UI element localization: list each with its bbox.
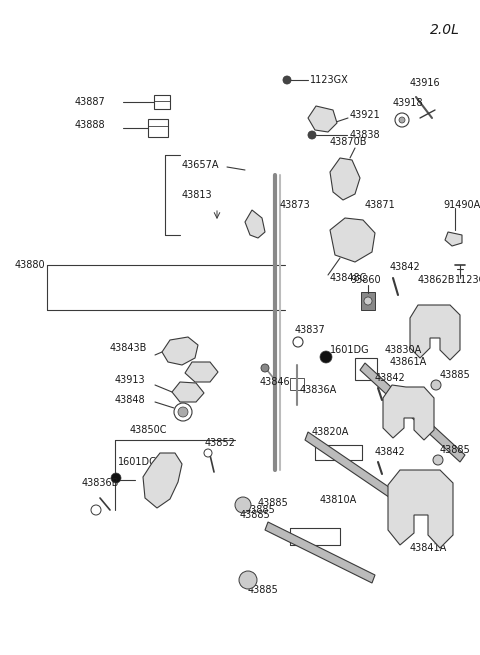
Circle shape	[364, 297, 372, 305]
Circle shape	[293, 337, 303, 347]
Circle shape	[204, 449, 212, 457]
Text: 43885: 43885	[440, 370, 471, 380]
Circle shape	[431, 380, 441, 390]
Polygon shape	[245, 210, 265, 238]
Text: 43820A: 43820A	[312, 427, 349, 437]
Text: 43846: 43846	[260, 377, 290, 387]
Circle shape	[308, 131, 316, 139]
Polygon shape	[172, 382, 204, 402]
Polygon shape	[360, 363, 465, 462]
Text: 43861A: 43861A	[390, 357, 427, 367]
Text: 43810A: 43810A	[320, 495, 357, 505]
Bar	[361, 292, 375, 310]
Polygon shape	[143, 453, 182, 508]
Text: 43870B: 43870B	[330, 137, 368, 147]
Circle shape	[433, 455, 443, 465]
Text: 43888: 43888	[75, 120, 106, 130]
Text: 43838: 43838	[350, 130, 381, 140]
Text: 43862B: 43862B	[418, 275, 456, 285]
Text: 43842: 43842	[390, 262, 421, 272]
Text: 1123GV: 1123GV	[455, 275, 480, 285]
Circle shape	[174, 403, 192, 421]
Polygon shape	[330, 158, 360, 200]
Text: 43830A: 43830A	[385, 345, 422, 355]
Circle shape	[320, 351, 332, 363]
Text: 43871: 43871	[365, 200, 396, 210]
Text: 43848C: 43848C	[330, 273, 367, 283]
Polygon shape	[383, 385, 434, 440]
Text: 43916: 43916	[410, 78, 441, 88]
Polygon shape	[185, 362, 218, 382]
Polygon shape	[330, 218, 375, 262]
Text: 43842: 43842	[375, 447, 406, 457]
Text: 43657A: 43657A	[182, 160, 219, 170]
Text: 43836A: 43836A	[300, 385, 337, 395]
Text: 43918: 43918	[393, 98, 424, 108]
Text: 43885: 43885	[440, 445, 471, 455]
Text: 43885: 43885	[245, 505, 276, 515]
Circle shape	[178, 407, 188, 417]
Circle shape	[399, 117, 405, 123]
Circle shape	[111, 473, 121, 483]
Bar	[148, 119, 168, 137]
Polygon shape	[308, 106, 337, 132]
Text: 93860: 93860	[350, 275, 381, 285]
Circle shape	[239, 571, 257, 589]
Text: 43887: 43887	[75, 97, 106, 107]
Circle shape	[395, 113, 409, 127]
Text: 43841A: 43841A	[410, 543, 447, 553]
Text: 43850C: 43850C	[130, 425, 168, 435]
Circle shape	[283, 76, 291, 84]
Text: 2.0L: 2.0L	[430, 23, 460, 37]
Text: 43885: 43885	[240, 510, 271, 520]
Circle shape	[261, 364, 269, 372]
Text: 43843B: 43843B	[110, 343, 147, 353]
Polygon shape	[410, 305, 460, 360]
Text: 43836B: 43836B	[82, 478, 120, 488]
Text: 43921: 43921	[350, 110, 381, 120]
Text: 43880: 43880	[15, 260, 46, 270]
Polygon shape	[162, 337, 198, 365]
Text: 43842: 43842	[375, 373, 406, 383]
Bar	[290, 378, 304, 390]
Polygon shape	[388, 470, 453, 548]
Text: 1601DG: 1601DG	[118, 457, 157, 467]
Text: 1123GX: 1123GX	[310, 75, 349, 85]
Text: 43848: 43848	[115, 395, 145, 405]
Text: 43813: 43813	[182, 190, 213, 200]
Text: 43885: 43885	[248, 585, 279, 595]
Circle shape	[91, 505, 101, 515]
Text: 43885: 43885	[258, 498, 289, 508]
Text: 43837: 43837	[295, 325, 326, 335]
Bar	[355, 358, 377, 380]
Bar	[154, 95, 170, 109]
Text: 1601DG: 1601DG	[330, 345, 370, 355]
Polygon shape	[445, 232, 462, 246]
Text: 43873: 43873	[280, 200, 311, 210]
Circle shape	[235, 497, 251, 513]
Polygon shape	[265, 522, 375, 583]
Text: 91490A: 91490A	[443, 200, 480, 210]
Polygon shape	[305, 432, 405, 506]
Text: 43913: 43913	[115, 375, 145, 385]
Text: 43852: 43852	[205, 438, 236, 448]
